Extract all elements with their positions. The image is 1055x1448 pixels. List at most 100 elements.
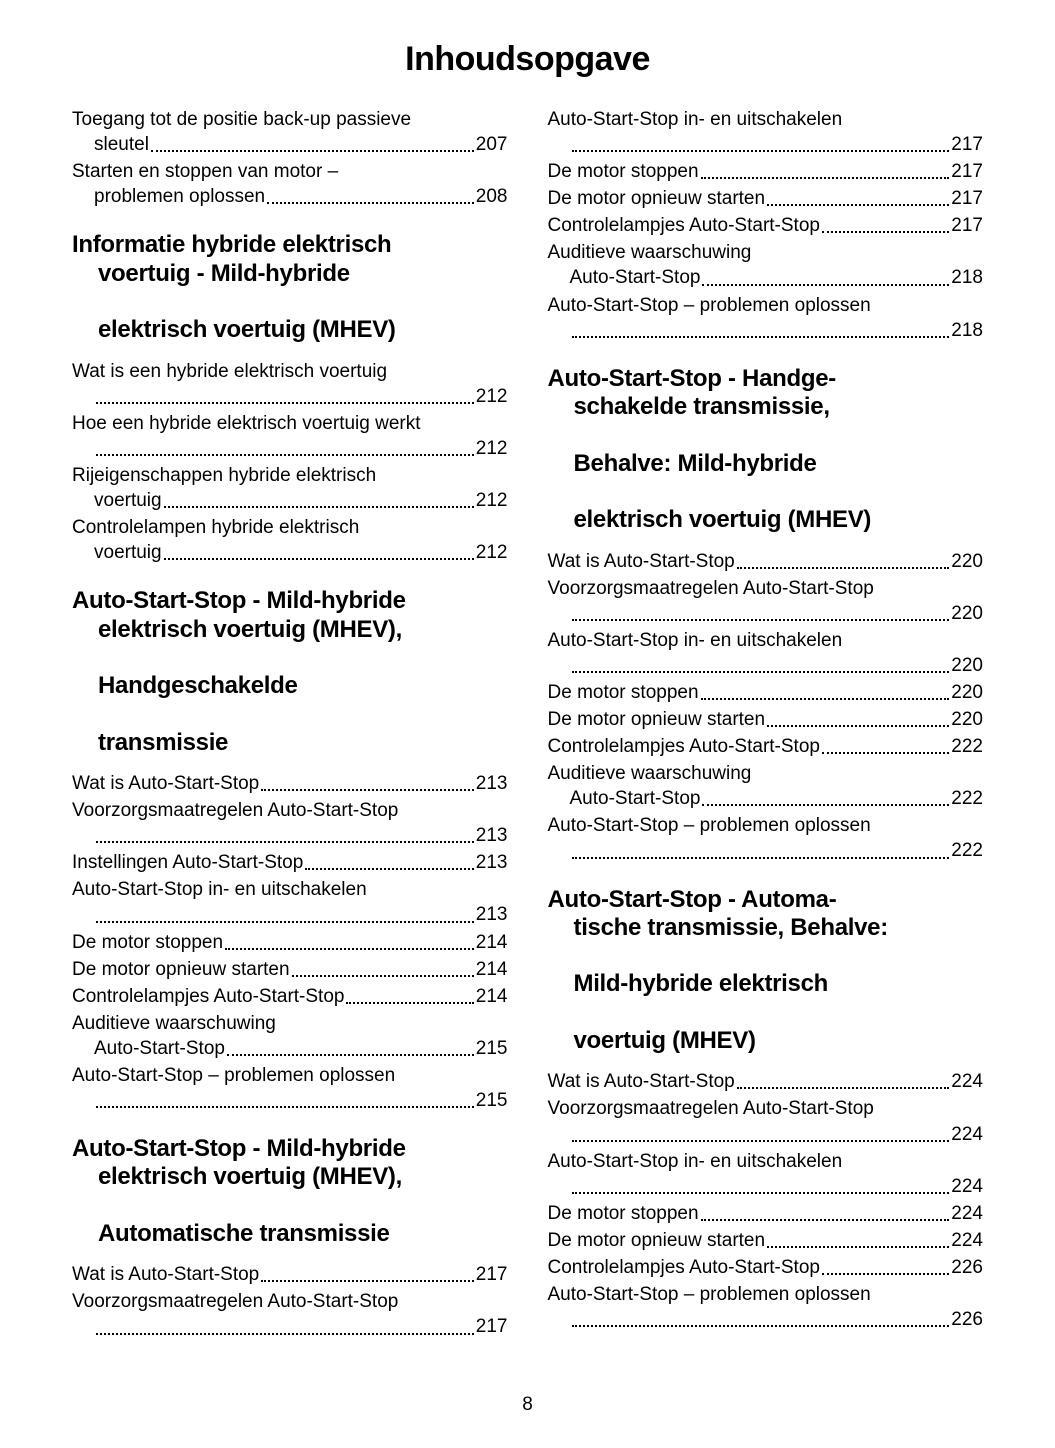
toc-label: Wat is Auto-Start-Stop [72,771,259,796]
toc-dots [572,671,950,673]
heading-line: Informatie hybride elektrisch [72,231,391,258]
toc-label-line1: Auto-Start-Stop in- en uitschakelen [72,877,508,902]
toc-entry: De motor opnieuw starten214 [72,957,508,982]
heading-line: Handgeschakelde [72,672,508,700]
toc-dots [164,506,474,508]
toc-label: De motor opnieuw starten [548,186,766,211]
toc-entry: De motor stoppen217 [548,159,984,184]
toc-page: 215 [476,1036,508,1061]
toc-page: 214 [476,957,508,982]
toc-dots [701,177,950,179]
toc-entry: Controlelampen hybride elektrischvoertui… [72,515,508,565]
section-heading: Auto-Start-Stop - Handge-schakelde trans… [548,365,984,535]
section-heading: Auto-Start-Stop - Mild-hybrideelektrisch… [72,1135,508,1248]
toc-page: 217 [476,1314,508,1339]
toc-page: 212 [476,488,508,513]
toc-label-line1: Auto-Start-Stop – problemen oplossen [548,293,984,318]
toc-entry: De motor stoppen224 [548,1201,984,1226]
toc-label: Wat is Auto-Start-Stop [72,1262,259,1287]
toc-entry: Wat is een hybride elektrisch voertuig21… [72,359,508,409]
toc-label-line1: Auditieve waarschuwing [72,1011,508,1036]
toc-label: De motor stoppen [72,930,223,955]
toc-dots [767,725,949,727]
heading-line: elektrisch voertuig (MHEV) [72,316,508,344]
heading-line: Auto-Start-Stop - Mild-hybride [72,1135,406,1162]
toc-page: 222 [951,786,983,811]
toc-dots [737,567,950,569]
toc-page: 213 [476,771,508,796]
toc-entry: Starten en stoppen van motor –problemen … [72,159,508,209]
heading-line: tische transmissie, Behalve: [548,914,984,942]
toc-page: 224 [951,1201,983,1226]
toc-entry: Wat is Auto-Start-Stop 220 [548,549,984,574]
toc-label: De motor stoppen [548,680,699,705]
toc-dots [305,868,473,870]
toc-label: Instellingen Auto-Start-Stop [72,850,303,875]
toc-dots [267,202,474,204]
toc-dots [164,558,474,560]
toc-entry: Wat is Auto-Start-Stop217 [72,1262,508,1287]
toc-dots [572,336,950,338]
toc-page: 218 [951,318,983,343]
toc-label: Wat is Auto-Start-Stop [548,549,735,574]
toc-entry: Controlelampjes Auto-Start-Stop226 [548,1255,984,1280]
toc-page: 220 [951,549,983,574]
heading-line: Auto-Start-Stop - Handge- [548,365,836,392]
toc-dots [261,789,474,791]
toc-label: Controlelampjes Auto-Start-Stop [548,213,820,238]
toc-dots [702,804,949,806]
toc-dots [96,1333,474,1335]
heading-line: elektrisch voertuig (MHEV), [72,616,508,644]
toc-dots [822,1273,949,1275]
toc-label-line1: Wat is een hybride elektrisch voertuig [72,359,508,384]
toc-dots [737,1087,950,1089]
toc-entry: Controlelampjes Auto-Start-Stop222 [548,734,984,759]
toc-page: 213 [476,850,508,875]
toc-page: 224 [951,1228,983,1253]
heading-line: voertuig (MHEV) [548,1027,984,1055]
toc-entry: Auditieve waarschuwingAuto-Start-Stop218 [548,240,984,290]
toc-label-line1: Auditieve waarschuwing [548,240,984,265]
toc-dots [151,150,474,152]
toc-page: 208 [476,184,508,209]
section-heading: Auto-Start-Stop - Automa-tische transmis… [548,886,984,1056]
toc-dots [701,1219,950,1221]
toc-page: 220 [951,680,983,705]
toc-label: De motor stoppen [548,159,699,184]
toc-entry: Auto-Start-Stop – problemen oplossen218 [548,293,984,343]
toc-entry: Toegang tot de positie back-up passieves… [72,107,508,157]
toc-entry: Voorzorgsmaatregelen Auto-Start-Stop213 [72,798,508,848]
toc-label: De motor opnieuw starten [548,707,766,732]
toc-page: 226 [951,1307,983,1332]
toc-label: Controlelampjes Auto-Start-Stop [548,1255,820,1280]
toc-dots [346,1002,473,1004]
toc-page: 212 [476,436,508,461]
toc-label: Controlelampjes Auto-Start-Stop [72,984,344,1009]
toc-dots [822,752,949,754]
toc-entry: Controlelampjes Auto-Start-Stop214 [72,984,508,1009]
heading-line: transmissie [72,729,508,757]
toc-label-line1: Voorzorgsmaatregelen Auto-Start-Stop [72,1289,508,1314]
toc-entry: Auto-Start-Stop – problemen oplossen222 [548,813,984,863]
toc-entry: Auditieve waarschuwingAuto-Start-Stop222 [548,761,984,811]
toc-label-line1: Controlelampen hybride elektrisch [72,515,508,540]
toc-dots [227,1054,474,1056]
toc-dots [572,857,950,859]
toc-dots [261,1280,474,1282]
toc-page: 213 [476,823,508,848]
heading-line: Mild-hybride elektrisch [548,970,984,998]
page-number: 8 [0,1394,1055,1416]
toc-page: 220 [951,653,983,678]
toc-dots [572,619,950,621]
toc-label-line1: Starten en stoppen van motor – [72,159,508,184]
heading-line: schakelde transmissie, [548,393,984,421]
toc-page: 212 [476,384,508,409]
toc-label-line1: Auto-Start-Stop in- en uitschakelen [548,628,984,653]
toc-page: 224 [951,1069,983,1094]
section-heading: Informatie hybride elektrischvoertuig - … [72,231,508,344]
toc-label-line2: Auto-Start-Stop [570,265,701,290]
toc-page: 215 [476,1088,508,1113]
toc-dots [572,1192,950,1194]
toc-dots [572,1325,950,1327]
toc-dots [572,1140,950,1142]
